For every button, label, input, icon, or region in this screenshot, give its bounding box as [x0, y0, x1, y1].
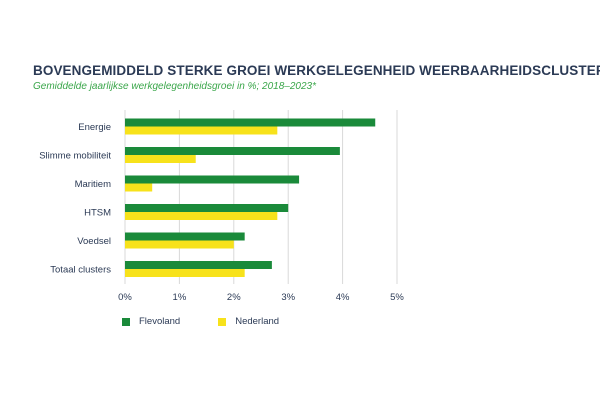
bar-nederland-1: [125, 155, 196, 163]
bar-flevoland-5: [125, 261, 272, 269]
bar-flevoland-1: [125, 147, 340, 155]
category-label: Slimme mobiliteit: [39, 151, 111, 162]
category-label: Energie: [78, 122, 111, 133]
bar-nederland-5: [125, 269, 245, 277]
bar-nederland-0: [125, 126, 278, 135]
bar-nederland-2: [125, 183, 153, 192]
legend-label-flevoland: Flevoland: [139, 316, 181, 327]
x-tick-label: 5%: [390, 292, 404, 303]
category-label: HTSM: [84, 208, 111, 219]
legend-item-nederland: Nederland: [218, 316, 279, 327]
legend-swatch-nederland: [218, 317, 227, 326]
chart-subtitle: Gemiddelde jaarlijkse werkgelegenheidsgr…: [33, 81, 316, 92]
bar-flevoland-2: [125, 175, 300, 184]
chart-legend: Flevoland Nederland: [122, 316, 279, 327]
category-label: Totaal clusters: [50, 265, 111, 276]
bar-flevoland-4: [125, 232, 245, 241]
bar-flevoland-3: [125, 204, 289, 212]
category-label: Maritiem: [75, 179, 112, 190]
x-tick-label: 2%: [227, 292, 241, 303]
legend-label-nederland: Nederland: [235, 316, 280, 327]
x-tick-label: 0%: [118, 292, 132, 303]
chart-title: BOVENGEMIDDELD STERKE GROEI WERKGELEGENH…: [33, 63, 600, 78]
legend-swatch-flevoland: [122, 317, 130, 326]
legend-item-flevoland: Flevoland: [122, 316, 180, 327]
bar-flevoland-0: [125, 118, 376, 127]
x-tick-label: 1%: [173, 292, 187, 303]
x-tick-label: 4%: [336, 292, 350, 303]
category-label: Voedsel: [77, 236, 111, 247]
bar-nederland-3: [125, 212, 278, 220]
x-tick-label: 3%: [281, 292, 295, 303]
bar-nederland-4: [125, 240, 234, 249]
